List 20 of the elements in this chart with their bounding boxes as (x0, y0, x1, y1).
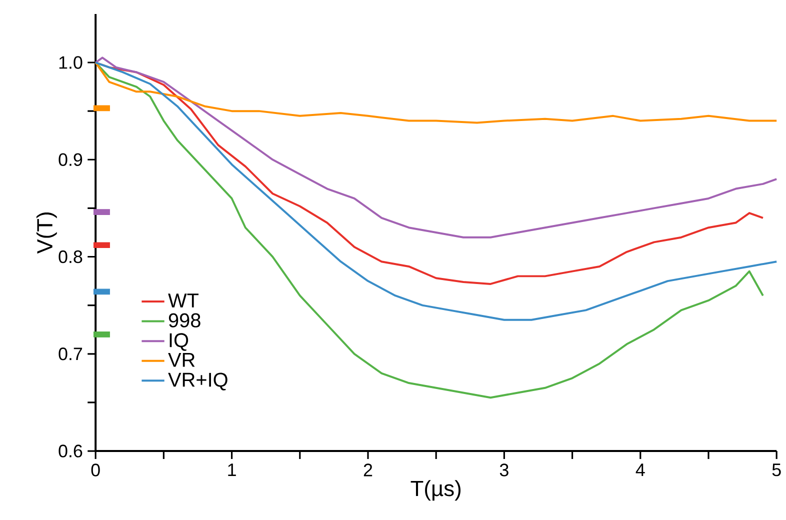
legend-label: WT (168, 294, 198, 308)
x-tick-label: 0 (91, 464, 100, 476)
legend-label: 998 (168, 313, 200, 328)
x-tick-label: 5 (772, 464, 781, 476)
y-axis-title: V(T) (36, 212, 57, 254)
legend-label: IQ (170, 333, 188, 351)
legend-label: VR+IQ (168, 372, 228, 391)
y-tick-label: 0.8 (58, 250, 82, 264)
y-tick-label: 0.7 (58, 348, 82, 360)
x-tick-label: 2 (364, 464, 372, 476)
y-tick-label: 0.9 (58, 153, 82, 166)
x-tick-label: 3 (500, 464, 508, 476)
line-series (94, 62, 778, 124)
x-axis-title: T(µs) (410, 480, 460, 501)
x-tick-label: 4 (636, 464, 645, 476)
line-series (94, 56, 778, 238)
legend-label: VR (168, 353, 195, 367)
y-tick-label: 1.0 (59, 56, 82, 69)
y-tick-label: 0.6 (58, 444, 82, 458)
x-tick-label: 1 (228, 464, 236, 476)
